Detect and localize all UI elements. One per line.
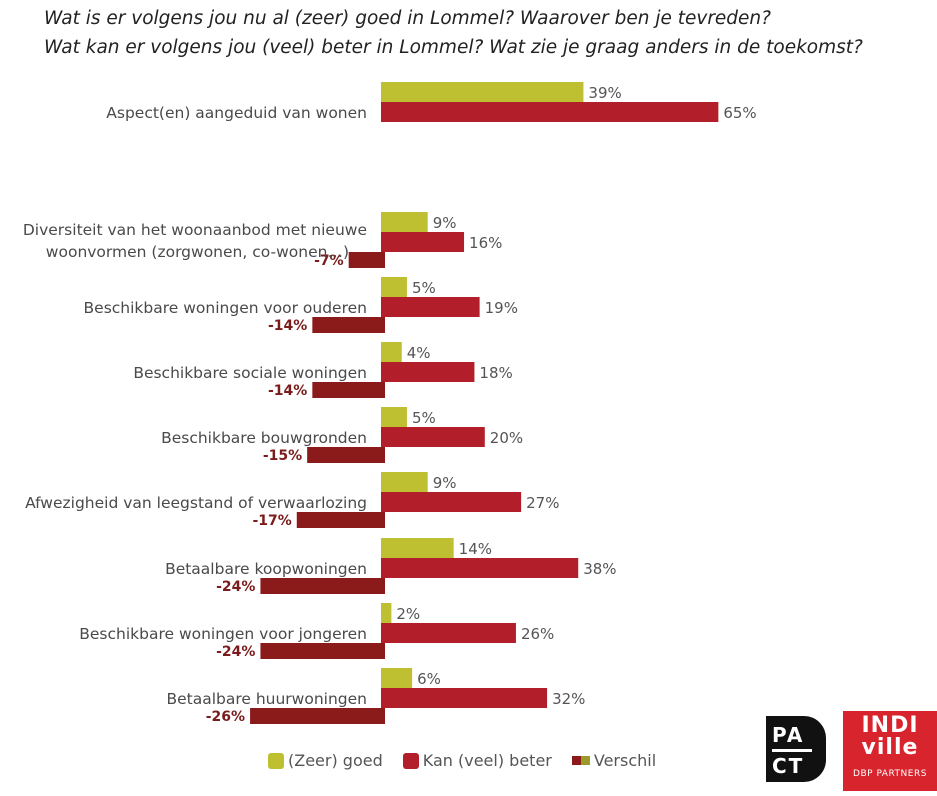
- chart-title-line-1: Wat is er volgens jou nu al (zeer) goed …: [44, 8, 771, 29]
- value-label-verschil: -17%: [252, 513, 291, 529]
- bar-beter: [381, 297, 480, 317]
- category-label: Afwezigheid van leegstand of verwaarlozi…: [25, 494, 367, 512]
- value-label-beter: 20%: [490, 429, 523, 447]
- bar-verschil: [296, 512, 385, 528]
- category-label: woonvormen (zorgwonen, co-wonen…): [46, 243, 349, 261]
- legend-item-goed: (Zeer) goed: [268, 751, 383, 770]
- pact-logo-divider: [772, 749, 812, 752]
- pact-logo-line-1: PA: [772, 723, 805, 747]
- bar-beter: [381, 427, 485, 447]
- value-label-goed: 14%: [459, 540, 492, 558]
- bar-goed: [381, 407, 407, 427]
- bar-verschil: [312, 382, 385, 398]
- value-label-verschil: -7%: [314, 253, 344, 269]
- bar-goed: [381, 342, 402, 362]
- value-label-goed: 6%: [417, 670, 441, 688]
- category-label: Diversiteit van het woonaanbod met nieuw…: [23, 221, 367, 239]
- bar-goed-summary: [381, 82, 584, 102]
- bar-verschil: [348, 252, 385, 268]
- bar-chart: 39% 65% Aspect(en) aangeduid van wonen 9% 16…: [23, 82, 757, 725]
- value-label-verschil: -26%: [206, 709, 245, 725]
- category-label: Beschikbare woningen voor ouderen: [84, 299, 367, 317]
- bar-beter: [381, 623, 516, 643]
- value-label-goed-summary: 39%: [588, 84, 621, 102]
- bar-verschil: [260, 578, 385, 594]
- value-label-beter: 26%: [521, 625, 554, 643]
- category-label: Beschikbare bouwgronden: [161, 429, 367, 447]
- value-label-goed: 2%: [396, 605, 420, 623]
- indiville-logo: INDI ville DBP PARTNERS: [843, 711, 937, 791]
- legend-label-goed: (Zeer) goed: [288, 751, 383, 770]
- value-label-beter-summary: 65%: [723, 104, 756, 122]
- legend-item-verschil: Verschil: [571, 751, 657, 770]
- value-label-goed: 5%: [412, 409, 436, 427]
- value-label-goed: 4%: [407, 344, 431, 362]
- category-label: Betaalbare huurwoningen: [166, 690, 367, 708]
- bar-goed: [381, 277, 407, 297]
- bar-goed: [381, 472, 428, 492]
- legend-swatch-beter: [402, 752, 419, 769]
- legend-item-beter: Kan (veel) beter: [402, 751, 552, 770]
- bar-goed: [381, 668, 413, 688]
- value-label-verschil: -15%: [263, 448, 302, 464]
- bar-goed: [381, 603, 392, 623]
- value-label-goed: 9%: [433, 214, 457, 232]
- value-label-verschil: -14%: [268, 318, 307, 334]
- bar-beter-summary: [381, 102, 719, 122]
- legend-swatch-verschil: [571, 756, 590, 765]
- value-label-verschil: -14%: [268, 383, 307, 399]
- bar-verschil: [250, 708, 385, 724]
- indiville-logo-line-2: ville: [861, 735, 919, 760]
- value-label-goed: 9%: [433, 474, 457, 492]
- value-label-verschil: -24%: [216, 644, 255, 660]
- legend-swatch-verschil-red: [571, 756, 581, 765]
- bar-verschil: [307, 447, 385, 463]
- chart-title-line-2: Wat kan er volgens jou (veel) beter in L…: [44, 37, 863, 58]
- value-label-beter: 27%: [526, 494, 559, 512]
- value-label-beter: 18%: [479, 364, 512, 382]
- value-label-beter: 38%: [583, 560, 616, 578]
- pact-logo-line-2: CT: [772, 754, 805, 778]
- legend-label-beter: Kan (veel) beter: [422, 751, 552, 770]
- bar-beter: [381, 558, 579, 578]
- value-label-verschil: -24%: [216, 579, 255, 595]
- value-label-goed: 5%: [412, 279, 436, 297]
- legend-swatch-goed: [268, 752, 284, 769]
- bar-beter: [381, 362, 475, 382]
- indiville-logo-tagline: DBP PARTNERS: [853, 769, 927, 779]
- bar-verschil: [260, 643, 385, 659]
- bar-goed: [381, 538, 454, 558]
- pact-logo: PA CT: [766, 716, 826, 782]
- category-label: Beschikbare sociale woningen: [133, 364, 367, 382]
- value-label-beter: 32%: [552, 690, 585, 708]
- chart-legend: (Zeer) goed Kan (veel) beter Verschil: [268, 751, 656, 770]
- category-label: Beschikbare woningen voor jongeren: [79, 625, 367, 643]
- category-label: Betaalbare koopwoningen: [165, 560, 367, 578]
- bar-beter: [381, 492, 522, 512]
- value-label-beter: 19%: [485, 299, 518, 317]
- bar-goed: [381, 212, 428, 232]
- category-label-summary: Aspect(en) aangeduid van wonen: [106, 104, 367, 122]
- indiville-logo-line-1: INDI: [861, 713, 919, 738]
- value-label-beter: 16%: [469, 234, 502, 252]
- legend-swatch-verschil-olive: [580, 756, 590, 765]
- bar-beter: [381, 232, 465, 252]
- legend-label-verschil: Verschil: [593, 751, 657, 770]
- bar-verschil: [312, 317, 385, 333]
- bar-beter: [381, 688, 548, 708]
